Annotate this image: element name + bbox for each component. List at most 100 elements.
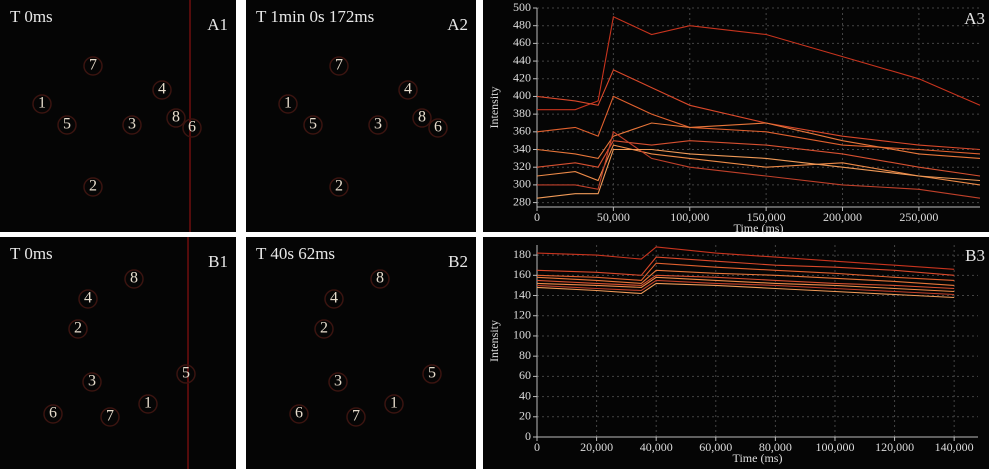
x-tick-label: 50,000 [597,210,630,224]
y-tick-label: 480 [513,17,531,31]
cell-label: 8 [172,109,180,126]
cell-label: 4 [330,290,338,307]
series-line [536,279,955,296]
series-line [536,274,955,290]
x-tick-label: 250,000 [899,210,938,224]
panel-label: B3 [965,246,985,265]
y-tick-label: 420 [513,71,531,85]
cell-marker [83,56,103,76]
series-line [536,256,955,276]
x-tick-label: 150,000 [747,210,786,224]
series-line [536,269,955,286]
cell-marker [82,372,102,392]
y-tick-label: 20 [519,409,531,423]
y-tick-label: 120 [513,307,531,321]
cell-label: 4 [158,81,166,98]
cell-marker [57,115,77,135]
y-tick-label: 100 [513,328,531,342]
x-tick-label: 140,000 [935,440,974,454]
cell-label: 5 [182,365,190,382]
series-line [536,282,955,299]
panel-title: T 0ms [10,244,53,263]
panel-label: B2 [448,252,468,271]
x-tick-label: 200,000 [823,210,862,224]
y-tick-label: 440 [513,53,531,67]
cell-marker [303,115,323,135]
cell-label: 7 [89,57,97,74]
y-tick-label: 80 [519,348,531,362]
cell-marker [122,115,142,135]
cell-label: 6 [434,119,442,136]
cell-label: 3 [128,116,136,133]
cell-marker [68,319,88,339]
x-tick-label: 100,000 [670,210,709,224]
series-line [536,144,981,186]
y-tick-label: 60 [519,368,531,382]
cell-marker [43,404,63,424]
cell-marker [78,289,98,309]
series-line [536,262,955,281]
panel-title: T 0ms [10,7,53,26]
cell-marker [368,115,388,135]
y-tick-label: 320 [513,159,531,173]
x-tick-label: 120,000 [875,440,914,454]
cell-label: 5 [63,116,71,133]
cell-label: 2 [335,178,343,195]
x-tick-label: 20,000 [580,440,613,454]
cell-marker [398,80,418,100]
cell-label: 8 [130,270,138,287]
x-tick-label: 0 [534,210,540,224]
cell-marker [166,108,186,128]
y-tick-label: 400 [513,88,531,102]
cell-label: 1 [390,395,398,412]
panel-title: T 40s 62ms [256,244,335,263]
series-line [536,246,955,270]
y-tick-label: 0 [525,429,531,443]
y-tick-label: 460 [513,35,531,49]
y-tick-label: 140 [513,287,531,301]
cell-label: 6 [295,405,303,422]
series-line [537,130,981,199]
cell-marker [32,94,52,114]
cell-label: 3 [374,116,382,133]
x-tick-label: 40,000 [640,440,673,454]
panel-title: T 1min 0s 172ms [256,7,374,26]
cell-marker [100,407,120,427]
series-line [536,122,981,160]
cell-label: 8 [418,109,426,126]
series-line [536,276,955,293]
y-tick-label: 180 [513,247,531,261]
panel-label: A1 [207,15,228,34]
series-line [536,140,981,177]
cell-marker [422,364,442,384]
y-tick-label: 340 [513,141,531,155]
panel-label: B1 [208,252,228,271]
y-tick-label: 360 [513,124,531,138]
cell-marker [289,404,309,424]
cell-marker [152,80,172,100]
x-tick-label: 60,000 [699,440,732,454]
y-tick-label: 500 [513,0,531,14]
cell-marker [412,108,432,128]
cell-marker [384,394,404,414]
series-line [536,69,981,151]
cell-marker [428,118,448,138]
cell-marker [83,177,103,197]
y-tick-label: 280 [513,194,531,208]
cell-label: 4 [404,81,412,98]
cell-label: 2 [320,320,328,337]
cell-marker [324,289,344,309]
cell-marker [138,394,158,414]
x-tick-label: 80,000 [759,440,792,454]
cell-marker [176,364,196,384]
cell-label: 2 [74,320,82,337]
cell-marker [182,118,202,138]
panel-label: A3 [964,9,985,28]
x-axis-label: Time (ms) [733,451,783,465]
y-tick-label: 160 [513,267,531,281]
cell-label: 5 [309,116,317,133]
image-panel [0,0,236,232]
cell-marker [370,269,390,289]
cell-marker [124,269,144,289]
